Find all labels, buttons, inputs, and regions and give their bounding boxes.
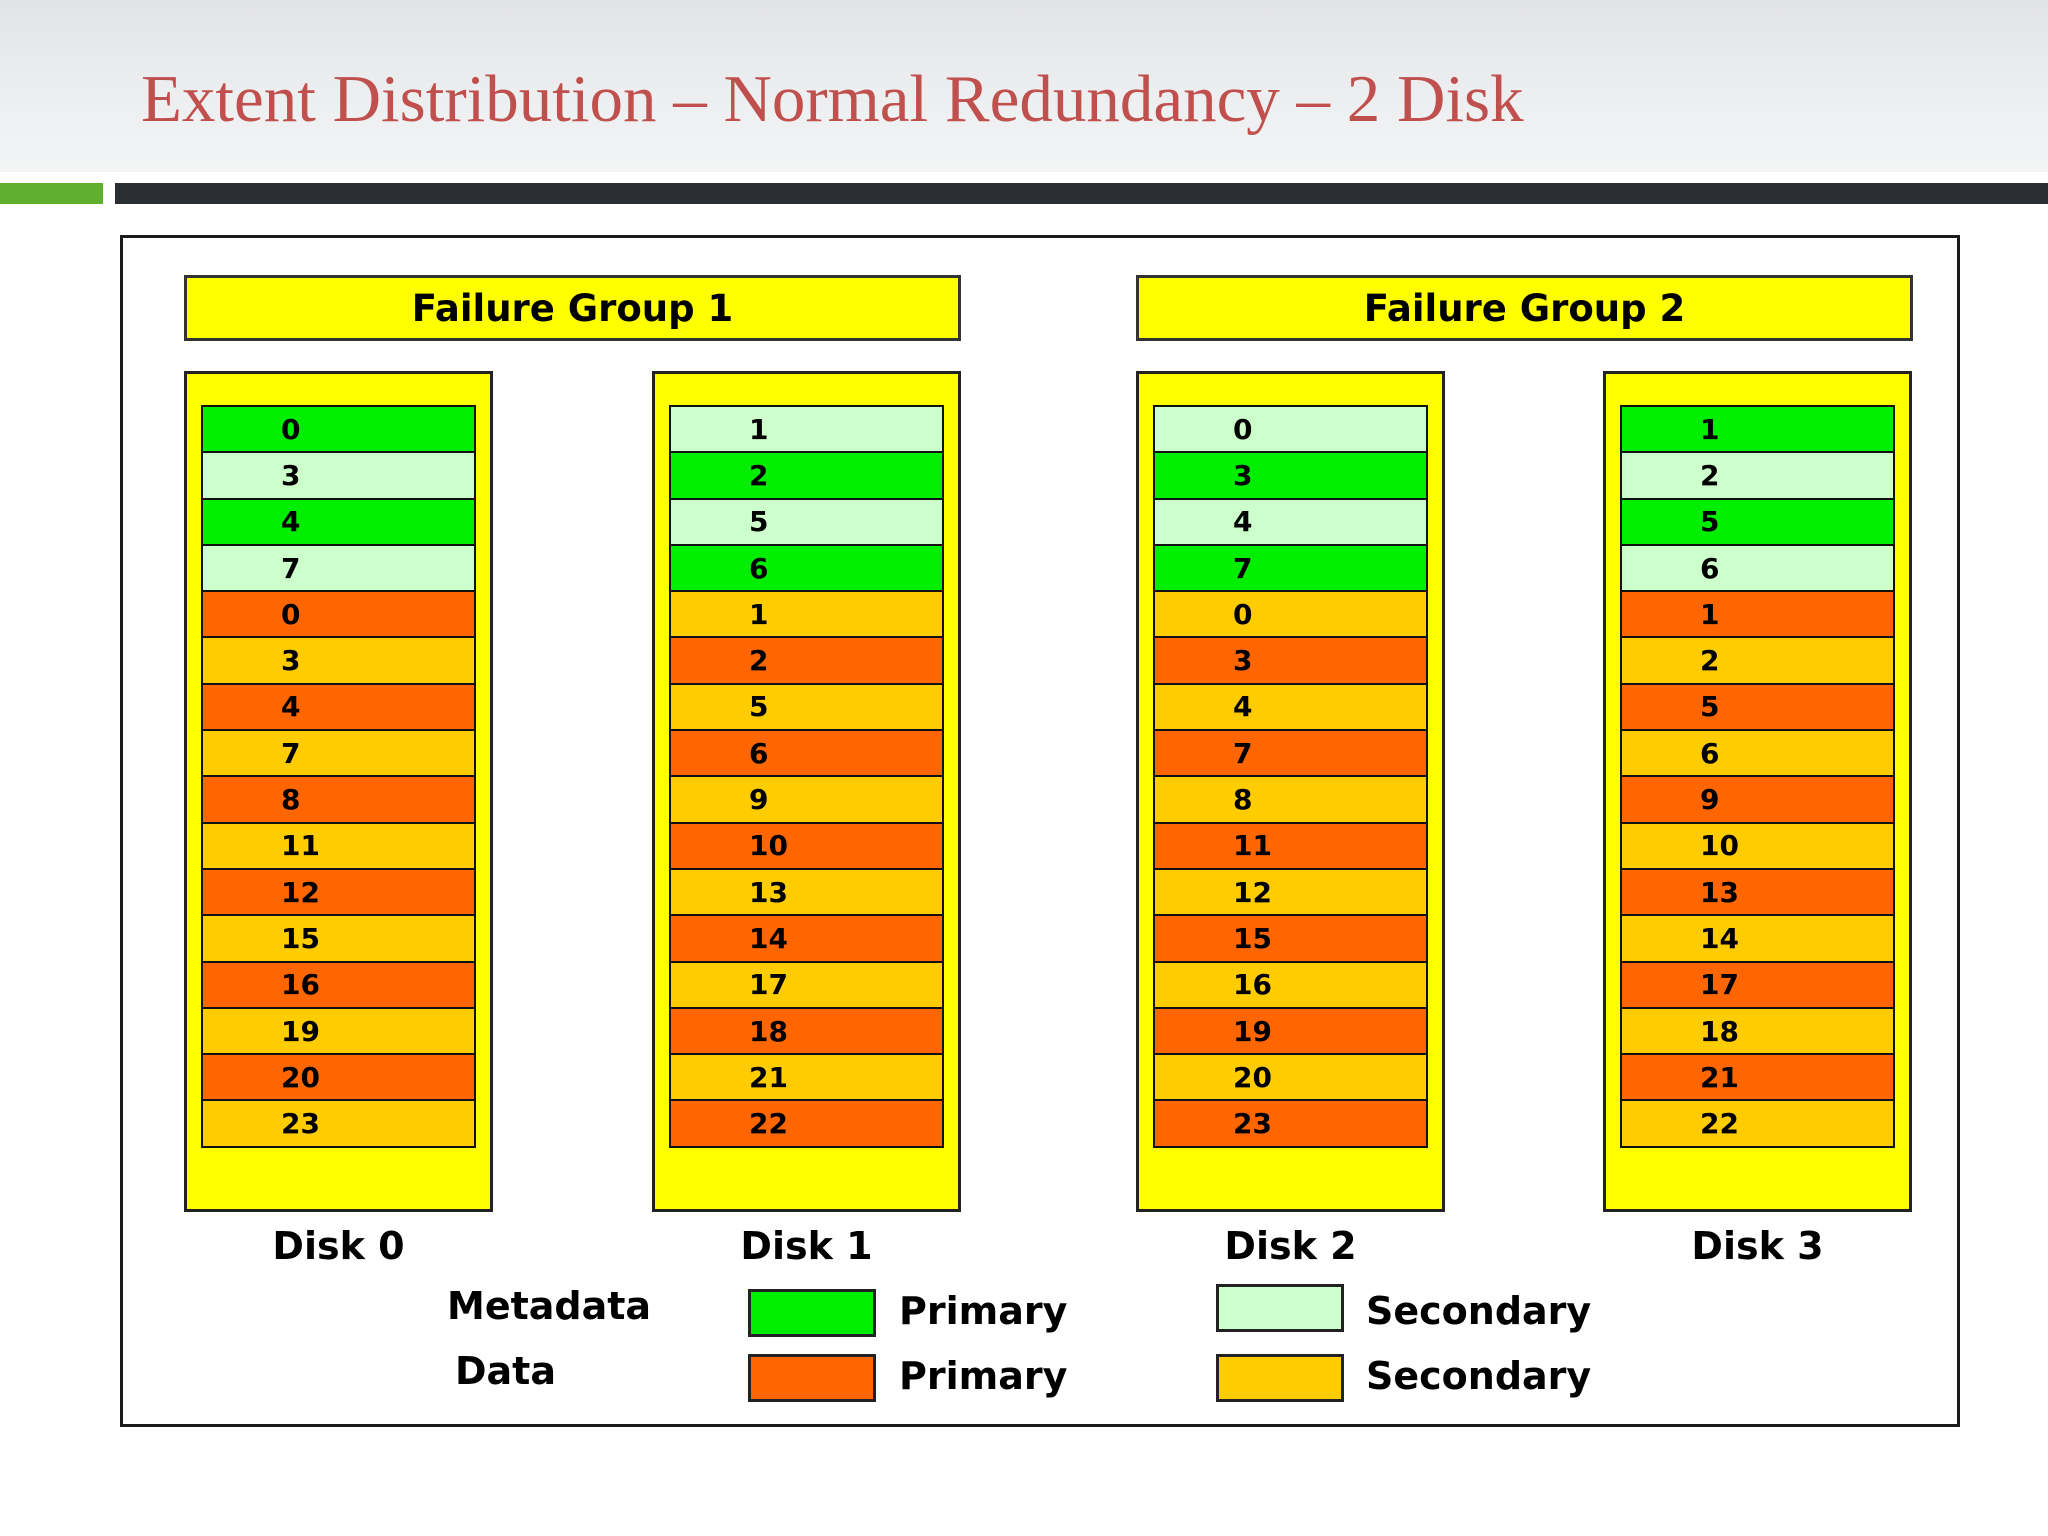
extent-cell: 6 [669, 543, 944, 593]
extent-cell: 11 [201, 821, 476, 870]
extent-cell: 1 [1620, 405, 1895, 454]
slide-header [0, 0, 2048, 172]
legend-data-label: Data [455, 1349, 556, 1393]
extent-cell: 20 [201, 1053, 476, 1102]
extent-cell: 12 [1153, 867, 1428, 917]
extent-cell: 7 [201, 729, 476, 778]
extent-cell: 23 [1153, 1099, 1428, 1148]
extent-cell: 8 [201, 775, 476, 824]
disk-0-extents: 0 3 4 7 0 3 4 7 8 11 12 15 16 19 20 23 [201, 405, 476, 1148]
extent-cell: 15 [201, 914, 476, 963]
slide-title: Extent Distribution – Normal Redundancy … [141, 62, 1524, 136]
extent-cell: 0 [201, 405, 476, 454]
extent-cell: 12 [201, 867, 476, 917]
extent-cell: 18 [669, 1006, 944, 1056]
extent-cell: 0 [201, 590, 476, 639]
disk-2-label: Disk 2 [1224, 1224, 1357, 1268]
extent-cell: 7 [201, 543, 476, 593]
extent-cell: 21 [1620, 1053, 1895, 1102]
extent-cell: 10 [1620, 821, 1895, 870]
extent-cell: 4 [201, 497, 476, 546]
extent-cell: 15 [1153, 914, 1428, 963]
extent-cell: 22 [669, 1099, 944, 1148]
legend-data-secondary-swatch [1216, 1354, 1344, 1402]
extent-cell: 9 [1620, 775, 1895, 824]
disk-1: 1 2 5 6 1 2 5 6 9 10 13 14 17 18 21 22 [652, 371, 961, 1212]
extent-cell: 10 [669, 821, 944, 870]
extent-cell: 3 [201, 451, 476, 500]
extent-cell: 1 [1620, 590, 1895, 639]
extent-cell: 14 [1620, 914, 1895, 963]
extent-cell: 2 [669, 636, 944, 685]
extent-cell: 5 [669, 497, 944, 546]
extent-cell: 14 [669, 914, 944, 963]
legend-data-secondary-label: Secondary [1366, 1354, 1592, 1398]
disk-3: 1 2 5 6 1 2 5 6 9 10 13 14 17 18 21 22 [1603, 371, 1912, 1212]
extent-cell: 4 [201, 682, 476, 732]
extent-cell: 6 [1620, 729, 1895, 778]
extent-cell: 5 [669, 682, 944, 732]
legend-data-primary-label: Primary [899, 1354, 1068, 1398]
extent-cell: 16 [201, 960, 476, 1009]
disk-3-label: Disk 3 [1691, 1224, 1824, 1268]
extent-cell: 1 [669, 405, 944, 454]
disk-0: 0 3 4 7 0 3 4 7 8 11 12 15 16 19 20 23 [184, 371, 493, 1212]
extent-cell: 2 [669, 451, 944, 500]
accent-bar-dark [115, 183, 2048, 204]
legend-metadata-primary-label: Primary [899, 1289, 1068, 1333]
extent-cell: 4 [1153, 682, 1428, 732]
extent-cell: 4 [1153, 497, 1428, 546]
legend-metadata-secondary-swatch [1216, 1284, 1344, 1332]
extent-cell: 2 [1620, 451, 1895, 500]
legend-metadata-primary-swatch [748, 1289, 876, 1337]
extent-cell: 23 [201, 1099, 476, 1148]
extent-cell: 17 [669, 960, 944, 1009]
extent-cell: 17 [1620, 960, 1895, 1009]
extent-cell: 19 [201, 1006, 476, 1056]
extent-cell: 0 [1153, 405, 1428, 454]
extent-cell: 6 [669, 729, 944, 778]
extent-cell: 3 [1153, 451, 1428, 500]
extent-cell: 13 [1620, 867, 1895, 917]
extent-cell: 13 [669, 867, 944, 917]
extent-cell: 5 [1620, 497, 1895, 546]
failure-group-1-header: Failure Group 1 [184, 275, 961, 341]
extent-cell: 11 [1153, 821, 1428, 870]
extent-cell: 9 [669, 775, 944, 824]
extent-cell: 19 [1153, 1006, 1428, 1056]
extent-cell: 5 [1620, 682, 1895, 732]
extent-cell: 2 [1620, 636, 1895, 685]
disk-3-extents: 1 2 5 6 1 2 5 6 9 10 13 14 17 18 21 22 [1620, 405, 1895, 1148]
extent-cell: 22 [1620, 1099, 1895, 1148]
disk-2: 0 3 4 7 0 3 4 7 8 11 12 15 16 19 20 23 [1136, 371, 1445, 1212]
extent-cell: 20 [1153, 1053, 1428, 1102]
disk-2-extents: 0 3 4 7 0 3 4 7 8 11 12 15 16 19 20 23 [1153, 405, 1428, 1148]
extent-cell: 21 [669, 1053, 944, 1102]
legend-metadata-label: Metadata [447, 1284, 652, 1328]
extent-cell: 0 [1153, 590, 1428, 639]
failure-group-2-header: Failure Group 2 [1136, 275, 1913, 341]
legend-data-primary-swatch [748, 1354, 876, 1402]
legend-metadata-secondary-label: Secondary [1366, 1289, 1592, 1333]
extent-cell: 18 [1620, 1006, 1895, 1056]
extent-cell: 1 [669, 590, 944, 639]
extent-cell: 6 [1620, 543, 1895, 593]
extent-cell: 8 [1153, 775, 1428, 824]
extent-cell: 3 [201, 636, 476, 685]
extent-cell: 7 [1153, 729, 1428, 778]
disk-0-label: Disk 0 [272, 1224, 405, 1268]
extent-cell: 3 [1153, 636, 1428, 685]
extent-cell: 7 [1153, 543, 1428, 593]
accent-bar-green [0, 183, 103, 204]
extent-cell: 16 [1153, 960, 1428, 1009]
disk-1-extents: 1 2 5 6 1 2 5 6 9 10 13 14 17 18 21 22 [669, 405, 944, 1148]
disk-1-label: Disk 1 [740, 1224, 873, 1268]
